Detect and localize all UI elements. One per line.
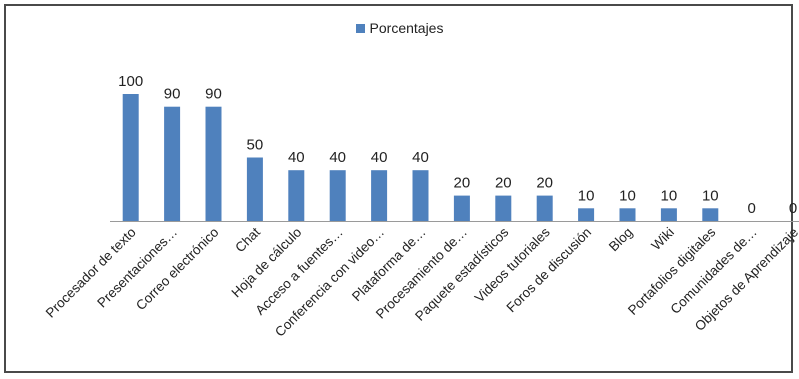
value-label-14: 10	[702, 187, 719, 204]
value-label-16: 0	[789, 200, 797, 217]
bar-8	[453, 195, 470, 221]
bar-6	[371, 170, 388, 221]
bar-0	[122, 94, 139, 221]
category-label-10: Videos tutoriales	[472, 224, 553, 305]
value-label-9: 20	[495, 175, 512, 192]
category-label-13: Wiki	[648, 225, 677, 254]
value-label-7: 40	[412, 149, 429, 166]
category-label-12: Blog	[606, 225, 636, 255]
legend-swatch	[355, 23, 365, 33]
bar-7	[412, 170, 429, 221]
bar-11	[578, 208, 595, 221]
value-label-13: 10	[661, 187, 678, 204]
value-label-2: 90	[205, 86, 222, 103]
value-label-4: 40	[288, 149, 305, 166]
value-label-1: 90	[164, 86, 181, 103]
value-label-15: 0	[748, 200, 756, 217]
bar-1	[164, 106, 181, 221]
chart-legend: Porcentajes	[0, 20, 799, 36]
value-label-10: 20	[536, 175, 553, 192]
category-labels-group: Procesador de textoPresentaciones…Correo…	[43, 224, 799, 339]
value-label-5: 40	[329, 149, 346, 166]
bar-13	[660, 208, 677, 221]
value-label-12: 10	[619, 187, 636, 204]
category-label-7: Plataforma de…	[349, 225, 429, 305]
bar-9	[495, 195, 512, 221]
bar-2	[205, 106, 222, 221]
value-label-8: 20	[454, 175, 471, 192]
bar-3	[246, 157, 263, 221]
value-label-3: 50	[247, 137, 264, 154]
value-label-0: 100	[118, 73, 143, 90]
bar-4	[288, 170, 305, 221]
value-label-11: 10	[578, 187, 595, 204]
bar-14	[702, 208, 719, 221]
bars-group	[122, 94, 719, 221]
bar-10	[536, 195, 553, 221]
bar-5	[329, 170, 346, 221]
category-label-3: Chat	[232, 224, 263, 255]
value-label-6: 40	[371, 149, 388, 166]
bar-12	[619, 208, 636, 221]
legend-label: Porcentajes	[369, 20, 444, 36]
